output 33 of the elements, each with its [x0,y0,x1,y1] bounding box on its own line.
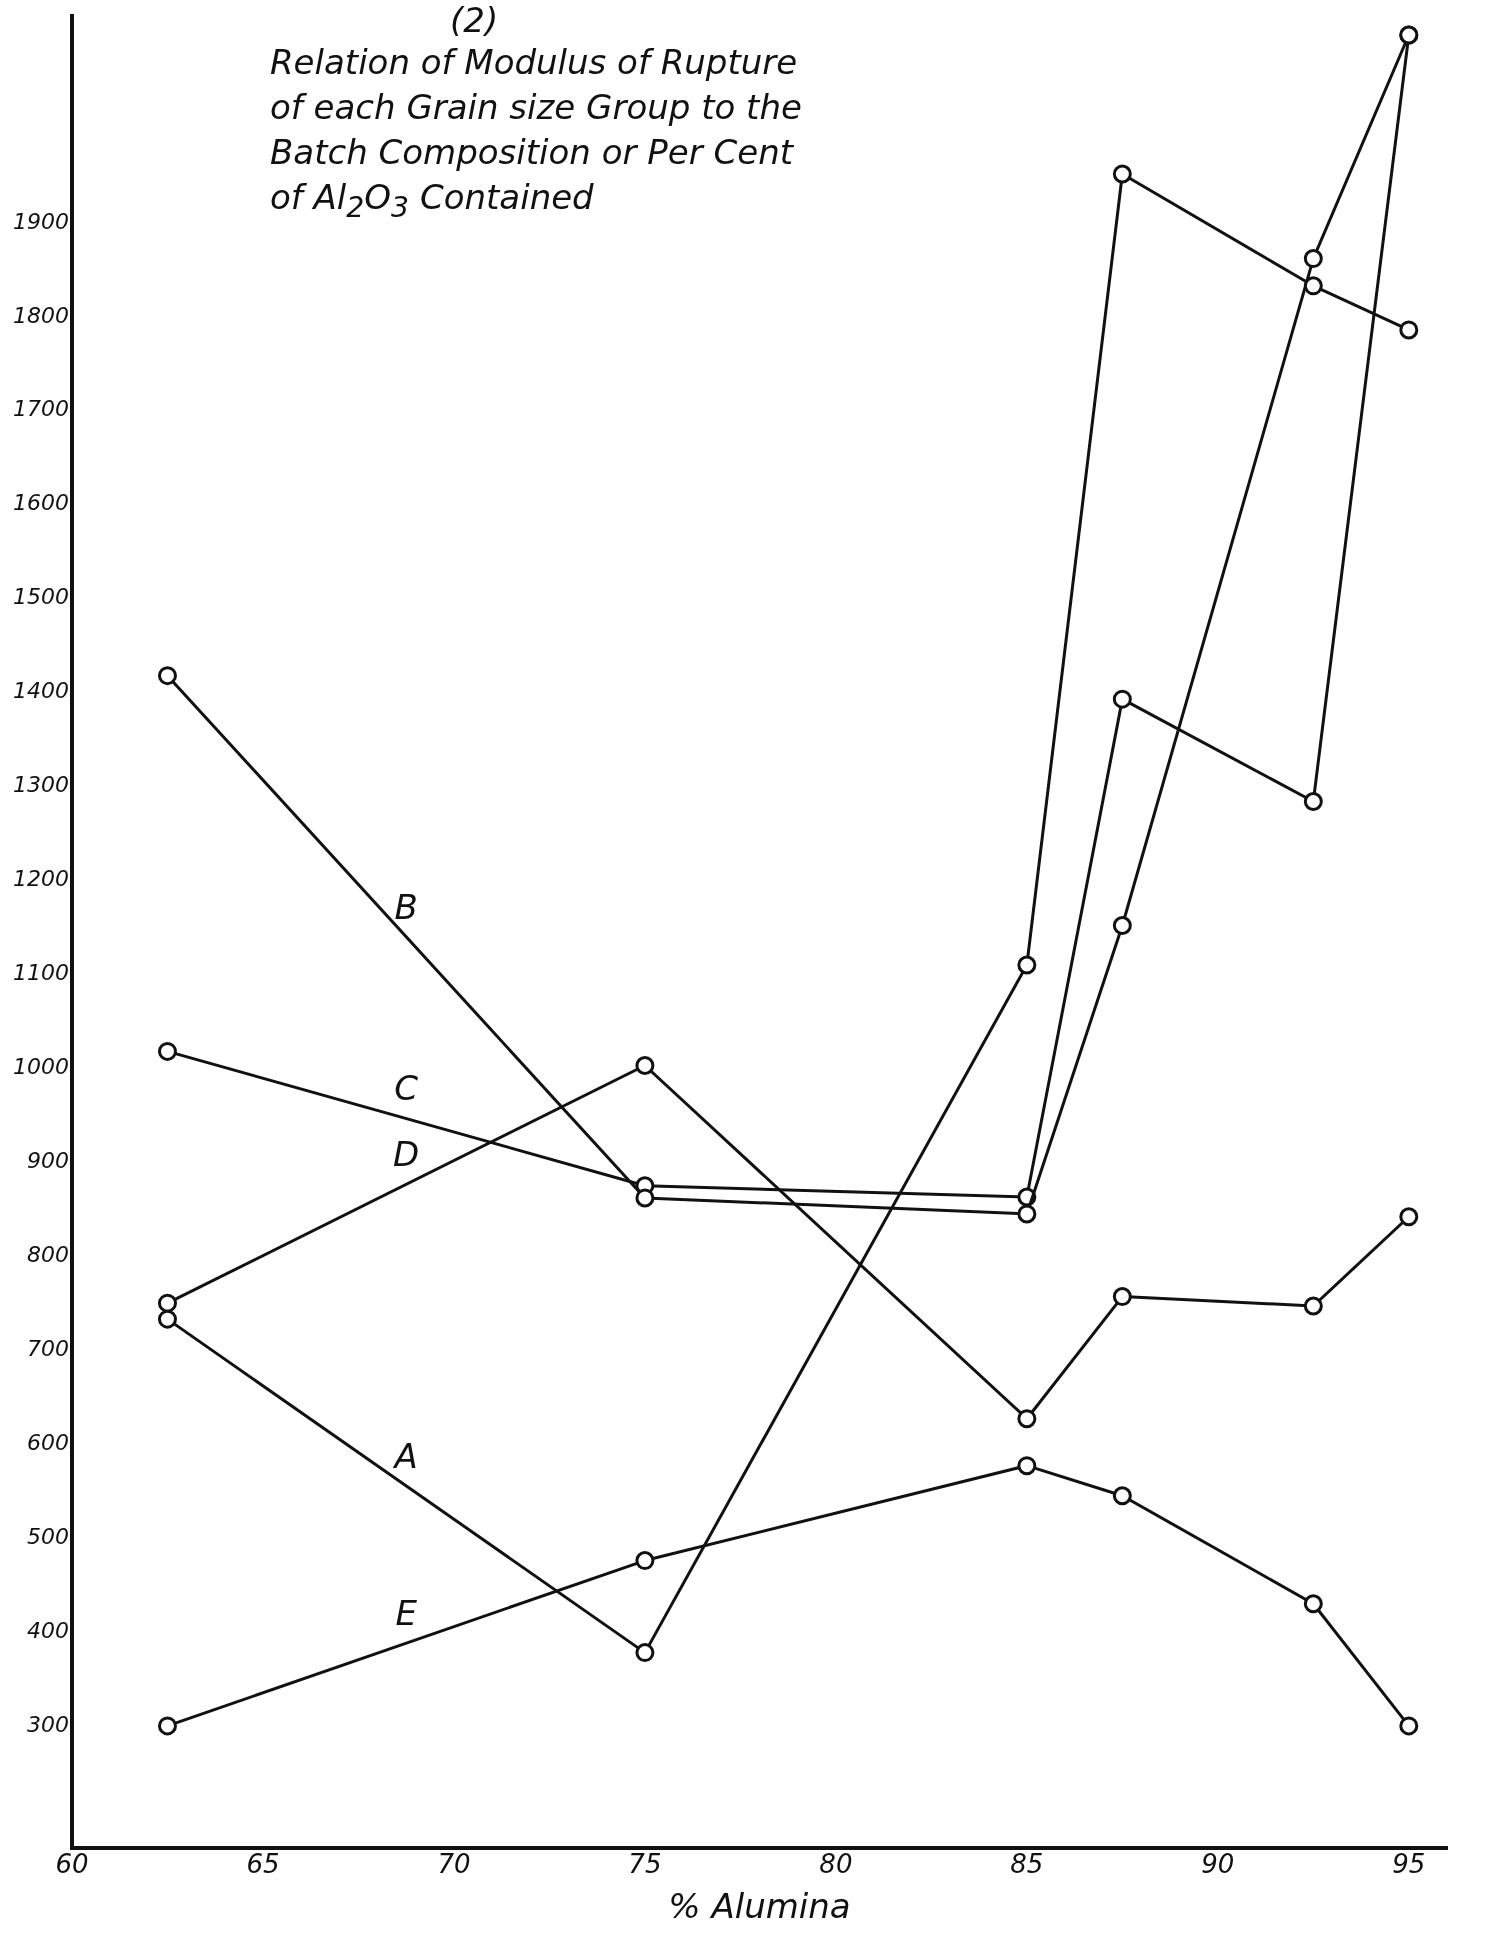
x-tick-label: 70 [437,1849,471,1880]
y-tick-label: 1300 [12,772,69,798]
series-label: B [394,886,418,927]
x-tick-label: 80 [819,1849,853,1880]
y-tick-label: 1400 [12,678,69,704]
y-tick-label: 1000 [12,1054,69,1080]
y-tick-label: 1100 [12,960,69,986]
y-tick-label: 600 [26,1429,69,1455]
y-tick-label: 1500 [12,584,69,610]
y-tick-label: 700 [26,1335,69,1361]
x-tick-label: 90 [1201,1849,1235,1880]
y-tick-label: 1600 [12,490,69,516]
y-tick-label: 1200 [12,866,69,892]
y-tick-label: 900 [26,1147,69,1173]
y-tick-label: 800 [26,1241,69,1267]
x-axis-title: % Alumina [668,1886,851,1927]
y-tick-label: 500 [26,1523,69,1549]
x-tick-label: 95 [1392,1849,1426,1880]
series-label: C [394,1068,419,1109]
x-tick-label: 85 [1010,1849,1044,1880]
y-tick-label: 400 [26,1617,69,1643]
series-label: A [392,1435,418,1476]
y-tick-label: 1800 [12,302,69,328]
series-label: D [393,1134,420,1175]
annotation: (2) [450,0,499,40]
text: Relation of Modulus of Rupture of each Grain size Group to the Batch Composition or Per Cent of Al$_{2}$O$_{3}$ Contained [270,41,803,226]
x-tick-label: 60 [55,1849,89,1880]
y-tick-label: 300 [26,1711,69,1737]
x-tick-label: 75 [628,1849,662,1880]
x-tick-label: 65 [246,1849,280,1880]
y-tick-label: 1700 [12,396,69,422]
y-tick-label: 1900 [12,208,69,234]
series-label: E [395,1593,418,1634]
